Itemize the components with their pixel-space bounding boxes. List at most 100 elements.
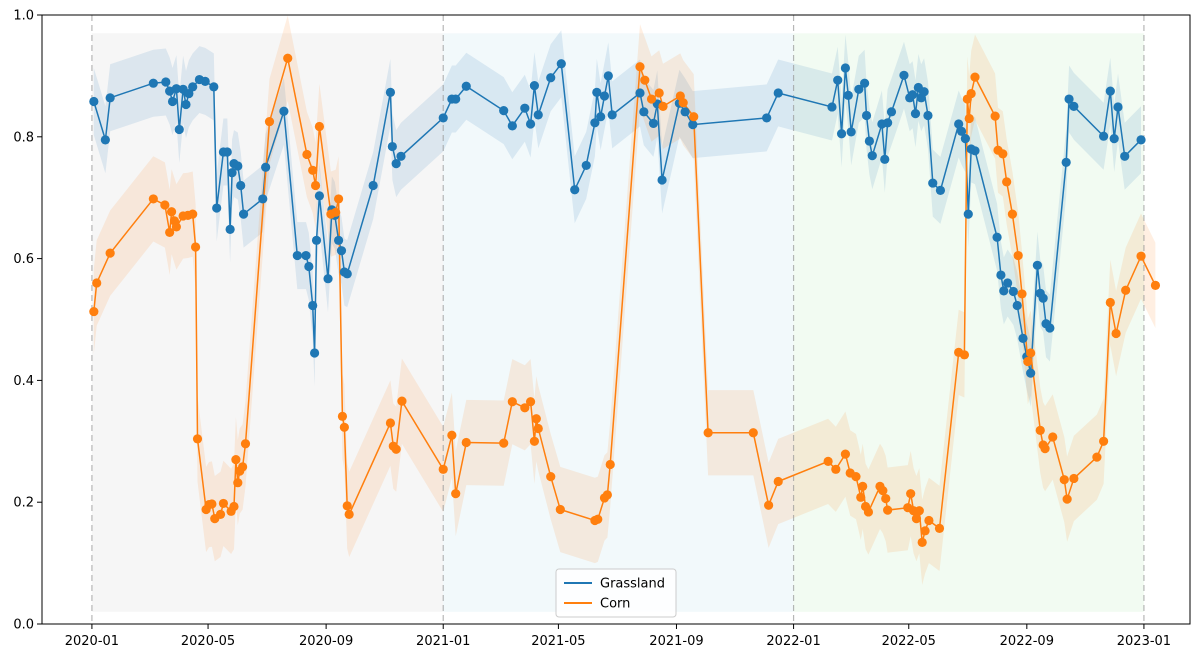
corn-point	[533, 423, 543, 434]
grassland-point	[1105, 86, 1115, 96]
corn-point	[461, 437, 471, 448]
corn-point	[1150, 280, 1161, 290]
grassland-point	[907, 90, 918, 100]
grassland-point	[396, 151, 406, 161]
grassland-point	[161, 77, 171, 87]
x-tick-label: 2022-01	[766, 634, 820, 649]
corn-point	[160, 200, 170, 210]
grassland-point	[556, 59, 566, 69]
corn-point	[920, 526, 930, 536]
corn-point	[990, 111, 1000, 121]
grassland-point	[648, 118, 659, 129]
grassland-point	[840, 63, 851, 73]
corn-point	[998, 149, 1008, 159]
grassland-point	[233, 161, 243, 171]
grassland-point	[461, 81, 471, 91]
corn-point	[966, 88, 976, 99]
grassland-point	[1109, 134, 1119, 144]
grassland-point	[1064, 94, 1074, 104]
corn-point	[906, 489, 916, 499]
grassland-point	[827, 102, 837, 112]
corn-point	[635, 62, 645, 72]
corn-point	[602, 490, 612, 500]
grassland-point	[1032, 260, 1042, 270]
corn-point	[344, 509, 354, 519]
corn-point	[231, 454, 241, 465]
corn-point	[640, 75, 650, 85]
corn-point	[1069, 473, 1079, 484]
grassland-point	[148, 78, 158, 88]
axes-frame	[41, 14, 1191, 625]
grassland-point	[1012, 300, 1022, 311]
x-tick-label: 2020-01	[65, 634, 119, 649]
grassland-point	[599, 91, 610, 101]
corn-point	[1092, 452, 1102, 462]
corn-point	[451, 489, 461, 499]
grassland-point	[546, 73, 556, 83]
grassland-point	[596, 112, 606, 122]
grassland-point	[227, 168, 237, 178]
grassland-point	[222, 147, 232, 157]
grassland-point	[762, 113, 772, 123]
x-axis: 2020-01 2020-05 2020-09 2021-01 2021-05 2021-…	[65, 624, 1171, 649]
grassland-point	[603, 71, 613, 81]
corn-point	[654, 88, 664, 98]
grassland-point	[279, 106, 289, 116]
grassland-point	[773, 88, 783, 98]
grassland-point	[533, 110, 543, 120]
grassland-point	[368, 180, 378, 191]
corn-point	[192, 434, 203, 444]
grassland-point	[1120, 151, 1130, 161]
legend: Grassland Corn	[555, 568, 677, 618]
corn-point	[1136, 251, 1146, 261]
corn-point	[1059, 475, 1069, 485]
corn-point	[856, 492, 866, 502]
corn-point	[851, 472, 861, 482]
grassland-point	[529, 81, 540, 91]
grassland-point	[225, 224, 235, 234]
corn-confidence-band	[93, 15, 1156, 586]
corn-point	[831, 464, 841, 474]
grassland-point	[1061, 157, 1071, 167]
grassland-point	[639, 107, 649, 117]
grassland-point	[970, 146, 980, 156]
y-tick-label: 0.0	[13, 618, 34, 633]
grassland-point	[581, 160, 591, 171]
corn-point	[337, 411, 348, 421]
corn-point	[105, 248, 115, 258]
corn-point	[858, 481, 868, 491]
y-tick-label: 1.0	[13, 9, 34, 24]
grassland-point	[963, 209, 973, 219]
grassland-point	[1018, 333, 1028, 343]
corn-point	[911, 514, 922, 524]
grassland-point	[525, 119, 536, 129]
grassland-point	[209, 82, 219, 92]
grassland-point	[846, 127, 856, 137]
legend-label-grassland: Grassland	[600, 577, 665, 592]
grassland-point	[861, 110, 872, 121]
y-tick-label: 0.2	[13, 496, 34, 511]
corn-point	[188, 209, 198, 219]
corn-point	[605, 459, 615, 470]
grassland-point	[854, 84, 864, 94]
grassland-point	[507, 121, 517, 131]
corn-point	[531, 414, 541, 424]
corn-point	[507, 397, 517, 407]
corn-point	[171, 222, 181, 232]
corn-point	[1017, 289, 1027, 299]
y-tick-label: 0.8	[13, 130, 34, 145]
legend-label-corn: Corn	[600, 597, 630, 612]
grassland-point	[590, 118, 600, 128]
corn-point	[499, 438, 509, 448]
grassland-point	[323, 274, 333, 284]
corn-point	[397, 396, 407, 406]
grassland-point	[167, 96, 178, 107]
corn-point	[555, 504, 565, 515]
grassland-point	[1113, 102, 1123, 112]
corn-point	[229, 501, 239, 512]
corn-point	[240, 439, 251, 449]
corn-point	[1023, 356, 1033, 367]
corn-point	[914, 506, 924, 516]
grassland-point	[1008, 286, 1018, 297]
